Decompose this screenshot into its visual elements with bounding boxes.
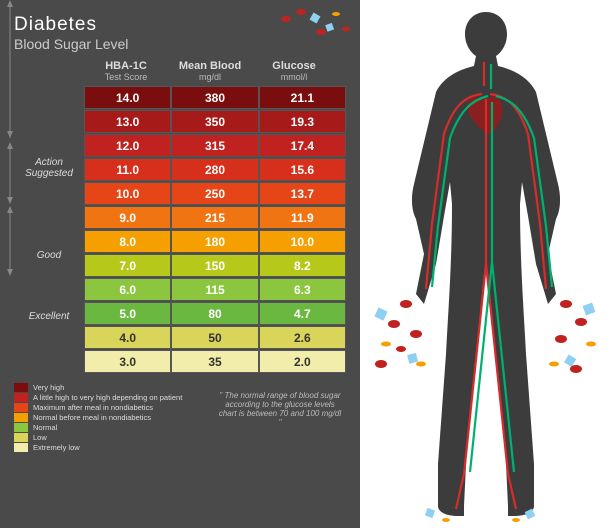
data-cell: 8.0	[84, 230, 171, 253]
data-cell: 11.0	[84, 158, 171, 181]
data-cell: 115	[171, 278, 258, 301]
data-cell: 19.3	[259, 110, 346, 133]
legend-item: A little high to very high depending on …	[14, 393, 214, 402]
data-cell: 13.7	[259, 182, 346, 205]
legend-item: Normal before meal in nondiabetics	[14, 413, 214, 422]
legend-item: Low	[14, 433, 214, 442]
particles-right-hand-icon	[549, 300, 596, 373]
data-cell: 80	[171, 302, 258, 325]
data-cell: 2.6	[259, 326, 346, 349]
legend-item: Maximum after meal in nondiabetics	[14, 403, 214, 412]
legend-label: Low	[33, 433, 47, 442]
data-cell: 4.7	[259, 302, 346, 325]
data-cell: 180	[171, 230, 258, 253]
legend-item: Extremely low	[14, 443, 214, 452]
data-cell: 15.6	[259, 158, 346, 181]
data-cell: 3.0	[84, 350, 171, 373]
data-cell: 17.4	[259, 134, 346, 157]
data-cell: 6.0	[84, 278, 171, 301]
table-row: 11.028015.6	[84, 158, 346, 181]
particles-left-hand-icon	[374, 300, 426, 368]
data-cell: 10.0	[84, 182, 171, 205]
data-cell: 10.0	[259, 230, 346, 253]
col-header-glucose: Glucose mmol/l	[252, 60, 336, 82]
data-cell: 7.0	[84, 254, 171, 277]
legend-items: Very highA little high to very high depe…	[14, 383, 214, 453]
table-row: 3.0352.0	[84, 350, 346, 373]
col-header-hba1c: HBA-1C Test Score	[84, 60, 168, 82]
data-cell: 215	[171, 206, 258, 229]
data-cell: 8.2	[259, 254, 346, 277]
data-cell: 4.0	[84, 326, 171, 349]
legend-label: Maximum after meal in nondiabetics	[33, 403, 153, 412]
legend-label: A little high to very high depending on …	[33, 393, 182, 402]
table-row: 4.0502.6	[84, 326, 346, 349]
category-good: Good	[14, 230, 84, 281]
data-cell: 2.0	[259, 350, 346, 373]
legend-label: Extremely low	[33, 443, 80, 452]
category-action: Action Suggested	[14, 106, 84, 230]
data-cell: 6.3	[259, 278, 346, 301]
legend-swatch	[14, 423, 28, 432]
data-cell: 50	[171, 326, 258, 349]
legend-swatch	[14, 413, 28, 422]
legend: Very highA little high to very high depe…	[14, 383, 346, 453]
table-row: 9.021511.9	[84, 206, 346, 229]
data-panel: Diabetes Blood Sugar Level HBA-1C Test S…	[0, 0, 360, 528]
table-row: 14.038021.1	[84, 86, 346, 109]
category-excellent: Excellent	[14, 281, 84, 353]
legend-item: Very high	[14, 383, 214, 392]
table-row: 12.031517.4	[84, 134, 346, 157]
data-cell: 35	[171, 350, 258, 373]
table-row: 13.035019.3	[84, 110, 346, 133]
data-cell: 350	[171, 110, 258, 133]
legend-label: Normal before meal in nondiabetics	[33, 413, 151, 422]
data-cell: 9.0	[84, 206, 171, 229]
data-cell: 150	[171, 254, 258, 277]
table-row: 5.0804.7	[84, 302, 346, 325]
legend-swatch	[14, 393, 28, 402]
data-cell: 13.0	[84, 110, 171, 133]
legend-label: Normal	[33, 423, 57, 432]
data-cell: 12.0	[84, 134, 171, 157]
table-row: 10.025013.7	[84, 182, 346, 205]
table-row: 7.01508.2	[84, 254, 346, 277]
data-cell: 11.9	[259, 206, 346, 229]
column-headers: HBA-1C Test Score Mean Blood mg/dl Gluco…	[14, 60, 346, 82]
category-labels: Action Suggested Good Excellent	[14, 86, 84, 373]
data-cell: 315	[171, 134, 258, 157]
data-cell: 280	[171, 158, 258, 181]
data-cell: 21.1	[259, 86, 346, 109]
footnote: " The normal range of blood sugar accord…	[214, 383, 346, 453]
data-rows: 14.038021.113.035019.312.031517.411.0280…	[84, 86, 346, 373]
body-figure	[360, 0, 612, 528]
data-cell: 380	[171, 86, 258, 109]
table-row: 8.018010.0	[84, 230, 346, 253]
data-cell: 250	[171, 182, 258, 205]
chart-area: Action Suggested Good Excellent 14.03802…	[14, 86, 346, 373]
table-row: 6.01156.3	[84, 278, 346, 301]
particles-panel-icon	[276, 4, 356, 44]
legend-swatch	[14, 383, 28, 392]
legend-item: Normal	[14, 423, 214, 432]
legend-swatch	[14, 433, 28, 442]
col-header-meanblood: Mean Blood mg/dl	[168, 60, 252, 82]
legend-swatch	[14, 403, 28, 412]
legend-label: Very high	[33, 383, 64, 392]
legend-swatch	[14, 443, 28, 452]
data-cell: 14.0	[84, 86, 171, 109]
data-cell: 5.0	[84, 302, 171, 325]
